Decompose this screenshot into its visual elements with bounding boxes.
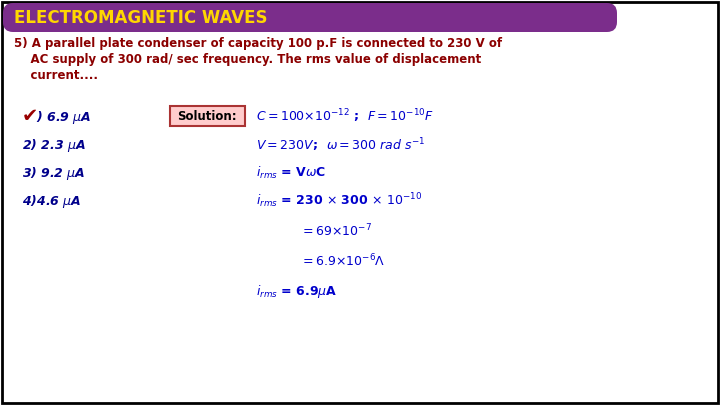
Text: $= 69{\times}10^{-7}$: $= 69{\times}10^{-7}$: [300, 223, 372, 239]
Text: $C = 100{\times}10^{-12}$ ;  $F = 10^{-10}F$: $C = 100{\times}10^{-12}$ ; $F = 10^{-10…: [256, 107, 434, 125]
FancyBboxPatch shape: [170, 106, 245, 126]
Text: $i_{rms}$ = 6.9$\mu$A: $i_{rms}$ = 6.9$\mu$A: [256, 283, 338, 300]
Text: $= 6.9{\times}10^{-6}\Lambda$: $= 6.9{\times}10^{-6}\Lambda$: [300, 253, 385, 269]
Text: current....: current....: [14, 69, 98, 82]
Text: ELECTROMAGNETIC WAVES: ELECTROMAGNETIC WAVES: [14, 9, 268, 27]
Text: Solution:: Solution:: [177, 109, 237, 122]
Text: $i_{rms}$ = 230 $\times$ 300 $\times$ $10^{-10}$: $i_{rms}$ = 230 $\times$ 300 $\times$ $1…: [256, 192, 422, 210]
Text: 2) 2.3 $\mu$A: 2) 2.3 $\mu$A: [22, 136, 86, 153]
Text: $V = 230V$;  $\omega = 300\ rad\ s^{-1}$: $V = 230V$; $\omega = 300\ rad\ s^{-1}$: [256, 136, 426, 154]
Text: ) 6.9 $\mu$A: ) 6.9 $\mu$A: [36, 109, 91, 126]
Text: 3) 9.2 $\mu$A: 3) 9.2 $\mu$A: [22, 164, 85, 181]
FancyBboxPatch shape: [3, 3, 617, 32]
Text: ✔: ✔: [22, 107, 38, 126]
Text: $i_{rms}$ = V$\omega$C: $i_{rms}$ = V$\omega$C: [256, 165, 326, 181]
Text: 5) A parallel plate condenser of capacity 100 p.F is connected to 230 V of: 5) A parallel plate condenser of capacit…: [14, 37, 502, 50]
Text: AC supply of 300 rad/ sec frequency. The rms value of displacement: AC supply of 300 rad/ sec frequency. The…: [14, 53, 481, 66]
Text: 4)4.6 $\mu$A: 4)4.6 $\mu$A: [22, 192, 81, 209]
